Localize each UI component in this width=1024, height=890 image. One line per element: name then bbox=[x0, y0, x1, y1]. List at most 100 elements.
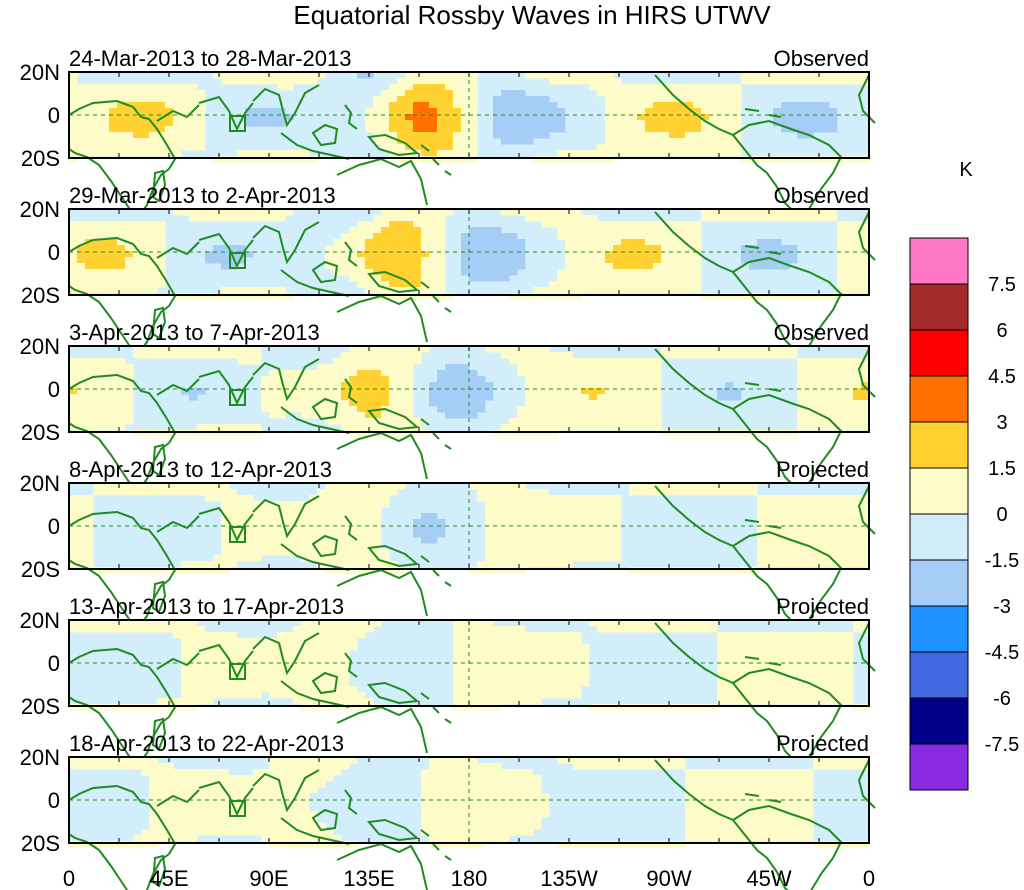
anomaly-cell bbox=[589, 525, 598, 532]
anomaly-cell bbox=[501, 525, 510, 532]
anomaly-cell bbox=[549, 650, 558, 657]
anomaly-cell bbox=[805, 531, 814, 538]
anomaly-cell bbox=[637, 84, 646, 91]
anomaly-cell bbox=[109, 108, 118, 115]
anomaly-cell bbox=[637, 245, 646, 252]
anomaly-cell bbox=[493, 549, 502, 556]
anomaly-cell bbox=[245, 501, 254, 508]
anomaly-cell bbox=[837, 412, 846, 419]
anomaly-cell bbox=[381, 549, 390, 556]
anomaly-cell bbox=[645, 245, 654, 252]
anomaly-cell bbox=[405, 412, 414, 419]
anomaly-cell bbox=[221, 257, 230, 264]
anomaly-cell bbox=[477, 644, 486, 651]
lat-tick-label: 20N bbox=[20, 471, 60, 496]
anomaly-cell bbox=[837, 513, 846, 520]
anomaly-cell bbox=[821, 400, 830, 407]
anomaly-cell bbox=[365, 376, 374, 383]
anomaly-cell bbox=[757, 787, 766, 794]
anomaly-cell bbox=[613, 96, 622, 103]
anomaly-cell bbox=[781, 257, 790, 264]
anomaly-cell bbox=[853, 412, 862, 419]
anomaly-cell bbox=[613, 245, 622, 252]
anomaly-cell bbox=[373, 495, 382, 502]
anomaly-cell bbox=[581, 680, 590, 687]
anomaly-cell bbox=[117, 370, 126, 377]
anomaly-cell bbox=[173, 781, 182, 788]
anomaly-cell bbox=[429, 233, 438, 240]
anomaly-cell bbox=[653, 763, 662, 770]
anomaly-cell bbox=[621, 90, 630, 97]
anomaly-cell bbox=[277, 817, 286, 824]
anomaly-cell bbox=[229, 638, 238, 645]
anomaly-cell bbox=[165, 775, 174, 782]
anomaly-cell bbox=[733, 346, 742, 353]
anomaly-cell bbox=[333, 549, 342, 556]
anomaly-cell bbox=[781, 644, 790, 651]
anomaly-cell bbox=[357, 531, 366, 538]
anomaly-cell bbox=[701, 823, 710, 830]
anomaly-cell bbox=[645, 382, 654, 389]
anomaly-cell bbox=[597, 555, 606, 562]
anomaly-cell bbox=[237, 150, 246, 157]
anomaly-cell bbox=[661, 96, 670, 103]
anomaly-cell bbox=[93, 114, 102, 121]
anomaly-cell bbox=[301, 507, 310, 514]
anomaly-cell bbox=[829, 692, 838, 699]
anomaly-cell bbox=[581, 156, 590, 163]
anomaly-cell bbox=[181, 811, 190, 818]
anomaly-cell bbox=[701, 489, 710, 496]
anomaly-cell bbox=[253, 108, 262, 115]
anomaly-cell bbox=[181, 483, 190, 490]
anomaly-cell bbox=[517, 781, 526, 788]
anomaly-cell bbox=[453, 400, 462, 407]
anomaly-cell bbox=[213, 346, 222, 353]
anomaly-cell bbox=[325, 698, 334, 705]
anomaly-cell bbox=[181, 650, 190, 657]
anomaly-cell bbox=[437, 769, 446, 776]
anomaly-cell bbox=[829, 531, 838, 538]
anomaly-cell bbox=[253, 525, 262, 532]
anomaly-cell bbox=[285, 644, 294, 651]
anomaly-cell bbox=[845, 644, 854, 651]
anomaly-cell bbox=[613, 495, 622, 502]
anomaly-cell bbox=[581, 495, 590, 502]
anomaly-cell bbox=[629, 138, 638, 145]
anomaly-cell bbox=[717, 144, 726, 151]
anomaly-cell bbox=[333, 638, 342, 645]
anomaly-cell bbox=[533, 507, 542, 514]
anomaly-cell bbox=[541, 412, 550, 419]
anomaly-cell bbox=[797, 668, 806, 675]
anomaly-cell bbox=[197, 805, 206, 812]
anomaly-cell bbox=[389, 567, 398, 574]
anomaly-cell bbox=[133, 263, 142, 270]
anomaly-cell bbox=[109, 138, 118, 145]
anomaly-cell bbox=[109, 102, 118, 109]
anomaly-cell bbox=[189, 775, 198, 782]
anomaly-cell bbox=[405, 209, 414, 216]
anomaly-cell bbox=[69, 108, 78, 115]
anomaly-cell bbox=[549, 394, 558, 401]
anomaly-cell bbox=[85, 400, 94, 407]
anomaly-cell bbox=[637, 150, 646, 157]
anomaly-cell bbox=[613, 144, 622, 151]
anomaly-cell bbox=[421, 209, 430, 216]
anomaly-cell bbox=[85, 227, 94, 234]
anomaly-cell bbox=[645, 567, 654, 574]
anomaly-cell bbox=[669, 245, 678, 252]
anomaly-cell bbox=[285, 823, 294, 830]
anomaly-cell bbox=[629, 281, 638, 288]
anomaly-cell bbox=[653, 132, 662, 139]
anomaly-cell bbox=[69, 382, 78, 389]
anomaly-cell bbox=[725, 644, 734, 651]
anomaly-cell bbox=[477, 400, 486, 407]
anomaly-cell bbox=[509, 507, 518, 514]
anomaly-cell bbox=[269, 293, 278, 300]
anomaly-cell bbox=[365, 430, 374, 437]
anomaly-cell bbox=[357, 519, 366, 526]
anomaly-cell bbox=[309, 626, 318, 633]
anomaly-cell bbox=[621, 358, 630, 365]
anomaly-cell bbox=[685, 787, 694, 794]
anomaly-cell bbox=[549, 656, 558, 663]
anomaly-cell bbox=[557, 370, 566, 377]
